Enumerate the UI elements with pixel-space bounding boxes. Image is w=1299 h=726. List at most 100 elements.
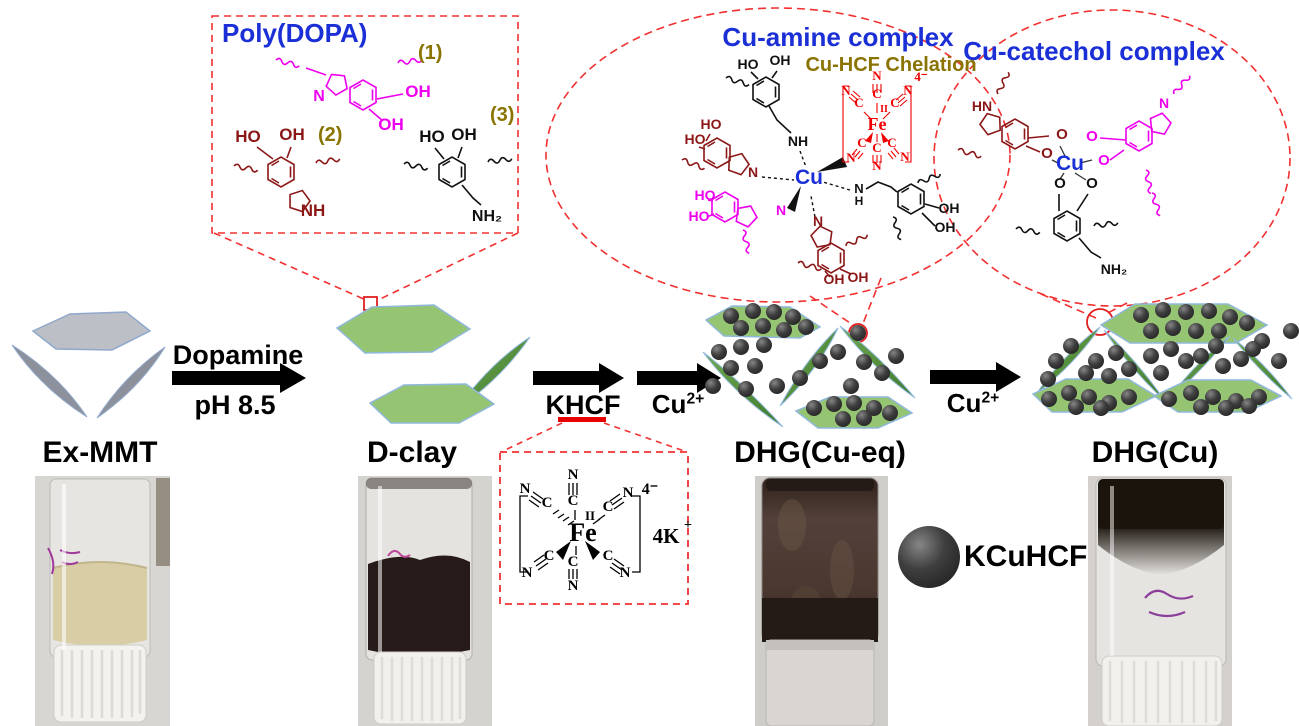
svg-text:4⁻: 4⁻ bbox=[914, 69, 928, 84]
svg-text:N: N bbox=[623, 485, 634, 501]
svg-text:C: C bbox=[854, 95, 863, 110]
stage-label-dhg-cueq: DHG(Cu-eq) bbox=[734, 436, 906, 469]
arrow-cu2-second bbox=[930, 362, 1021, 392]
svg-text:NH: NH bbox=[788, 133, 808, 149]
svg-text:N: N bbox=[748, 164, 758, 180]
dopa-unit-3-structure bbox=[402, 146, 513, 206]
cu-catechol-title: Cu-catechol complex bbox=[963, 36, 1225, 66]
svg-text:C: C bbox=[890, 95, 899, 110]
stage-label-dhg-cu: DHG(Cu) bbox=[1091, 436, 1219, 469]
svg-text:NH₂: NH₂ bbox=[472, 208, 502, 225]
arrow1-reagent-label: Dopamine bbox=[172, 340, 304, 370]
svg-text:4⁻: 4⁻ bbox=[642, 481, 658, 498]
stage-label-dclay: D-clay bbox=[366, 436, 458, 469]
svg-text:O: O bbox=[1041, 145, 1053, 162]
svg-text:NH: NH bbox=[301, 201, 326, 220]
svg-text:H: H bbox=[855, 194, 864, 208]
svg-text:N: N bbox=[846, 150, 856, 165]
reaction-arrows bbox=[172, 362, 1021, 393]
svg-text:+: + bbox=[684, 518, 692, 533]
svg-text:N: N bbox=[776, 202, 786, 218]
svg-text:HO: HO bbox=[738, 56, 759, 72]
vial-photo-exmmt bbox=[35, 476, 170, 726]
svg-text:C: C bbox=[857, 135, 866, 150]
svg-text:HO: HO bbox=[695, 187, 716, 203]
svg-text:C: C bbox=[542, 495, 553, 511]
arrow-cu2-first bbox=[637, 363, 721, 393]
svg-text:C: C bbox=[603, 499, 614, 515]
svg-text:OH: OH bbox=[378, 115, 404, 134]
svg-text:C: C bbox=[603, 548, 614, 564]
svg-text:4K: 4K bbox=[653, 524, 681, 548]
svg-text:N: N bbox=[620, 565, 631, 581]
svg-text:O: O bbox=[1086, 175, 1098, 192]
svg-text:N: N bbox=[1159, 95, 1169, 111]
dhg-cueq-structure bbox=[702, 303, 916, 429]
complex-bubbles bbox=[545, 7, 1291, 328]
svg-text:N: N bbox=[813, 213, 823, 229]
arrow-dopamine bbox=[172, 363, 306, 393]
svg-text:C: C bbox=[887, 135, 896, 150]
svg-text:NH₂: NH₂ bbox=[1101, 261, 1127, 277]
svg-text:OH: OH bbox=[935, 219, 956, 235]
arrow4-reagent-label: Cu2+ bbox=[946, 388, 1000, 418]
svg-text:C: C bbox=[872, 86, 881, 101]
svg-text:O: O bbox=[1098, 152, 1110, 169]
svg-text:II: II bbox=[880, 104, 888, 115]
svg-text:HO: HO bbox=[685, 131, 706, 147]
svg-text:Cu: Cu bbox=[795, 166, 823, 189]
svg-text:HO: HO bbox=[701, 116, 722, 132]
svg-text:HO: HO bbox=[419, 127, 445, 146]
khcf-red-underline bbox=[558, 417, 606, 422]
fe-cn-cluster-red bbox=[842, 84, 912, 163]
svg-text:N: N bbox=[568, 578, 579, 594]
arrow1-condition-label: pH 8.5 bbox=[194, 390, 276, 420]
dhg-cu-structure bbox=[1031, 302, 1299, 416]
svg-text:N: N bbox=[841, 83, 851, 98]
svg-text:II: II bbox=[585, 508, 595, 523]
svg-text:N: N bbox=[522, 565, 533, 581]
arrow-khcf bbox=[533, 363, 624, 393]
svg-text:OH: OH bbox=[770, 52, 791, 68]
svg-text:OH: OH bbox=[451, 125, 477, 144]
stage-label-exmmt: Ex-MMT bbox=[42, 436, 158, 469]
svg-text:HN: HN bbox=[972, 98, 992, 114]
svg-text:OH: OH bbox=[405, 82, 431, 101]
vial-photo-dhg-cueq bbox=[755, 476, 888, 726]
dopa-unit-1-structure bbox=[274, 56, 423, 122]
svg-text:OH: OH bbox=[824, 271, 845, 287]
dopa-unit-2-structure bbox=[232, 146, 341, 214]
svg-text:O: O bbox=[1086, 128, 1098, 145]
dclay-structure bbox=[335, 304, 531, 424]
svg-text:O: O bbox=[1056, 126, 1068, 143]
svg-text:OH: OH bbox=[939, 200, 960, 216]
svg-text:C: C bbox=[568, 554, 579, 570]
svg-text:OH: OH bbox=[279, 125, 305, 144]
exmmt-structure bbox=[11, 311, 166, 419]
svg-text:N: N bbox=[903, 83, 913, 98]
svg-text:C: C bbox=[568, 493, 579, 509]
svg-text:Fe: Fe bbox=[569, 518, 596, 547]
svg-text:C: C bbox=[872, 140, 881, 155]
vial-photo-dhg-cu bbox=[1088, 476, 1232, 726]
svg-text:C: C bbox=[544, 548, 555, 564]
kcuhcf-spheres bbox=[705, 303, 904, 427]
svg-text:N: N bbox=[872, 158, 882, 173]
svg-text:O: O bbox=[1054, 175, 1066, 192]
unit-label-1: (1) bbox=[418, 42, 443, 64]
svg-text:N: N bbox=[872, 68, 882, 83]
svg-text:OH: OH bbox=[848, 269, 869, 285]
svg-text:HO: HO bbox=[689, 208, 710, 224]
cu-hcf-chelation-label: Cu-HCF Chelation bbox=[805, 54, 977, 76]
kcuhcf-spheres bbox=[1040, 302, 1299, 416]
svg-text:Cu: Cu bbox=[1056, 152, 1084, 175]
svg-text:N: N bbox=[520, 481, 531, 497]
vial-photo-dclay bbox=[358, 476, 492, 726]
polydopa-title: Poly(DOPA) bbox=[222, 18, 368, 48]
svg-text:N: N bbox=[854, 181, 863, 196]
